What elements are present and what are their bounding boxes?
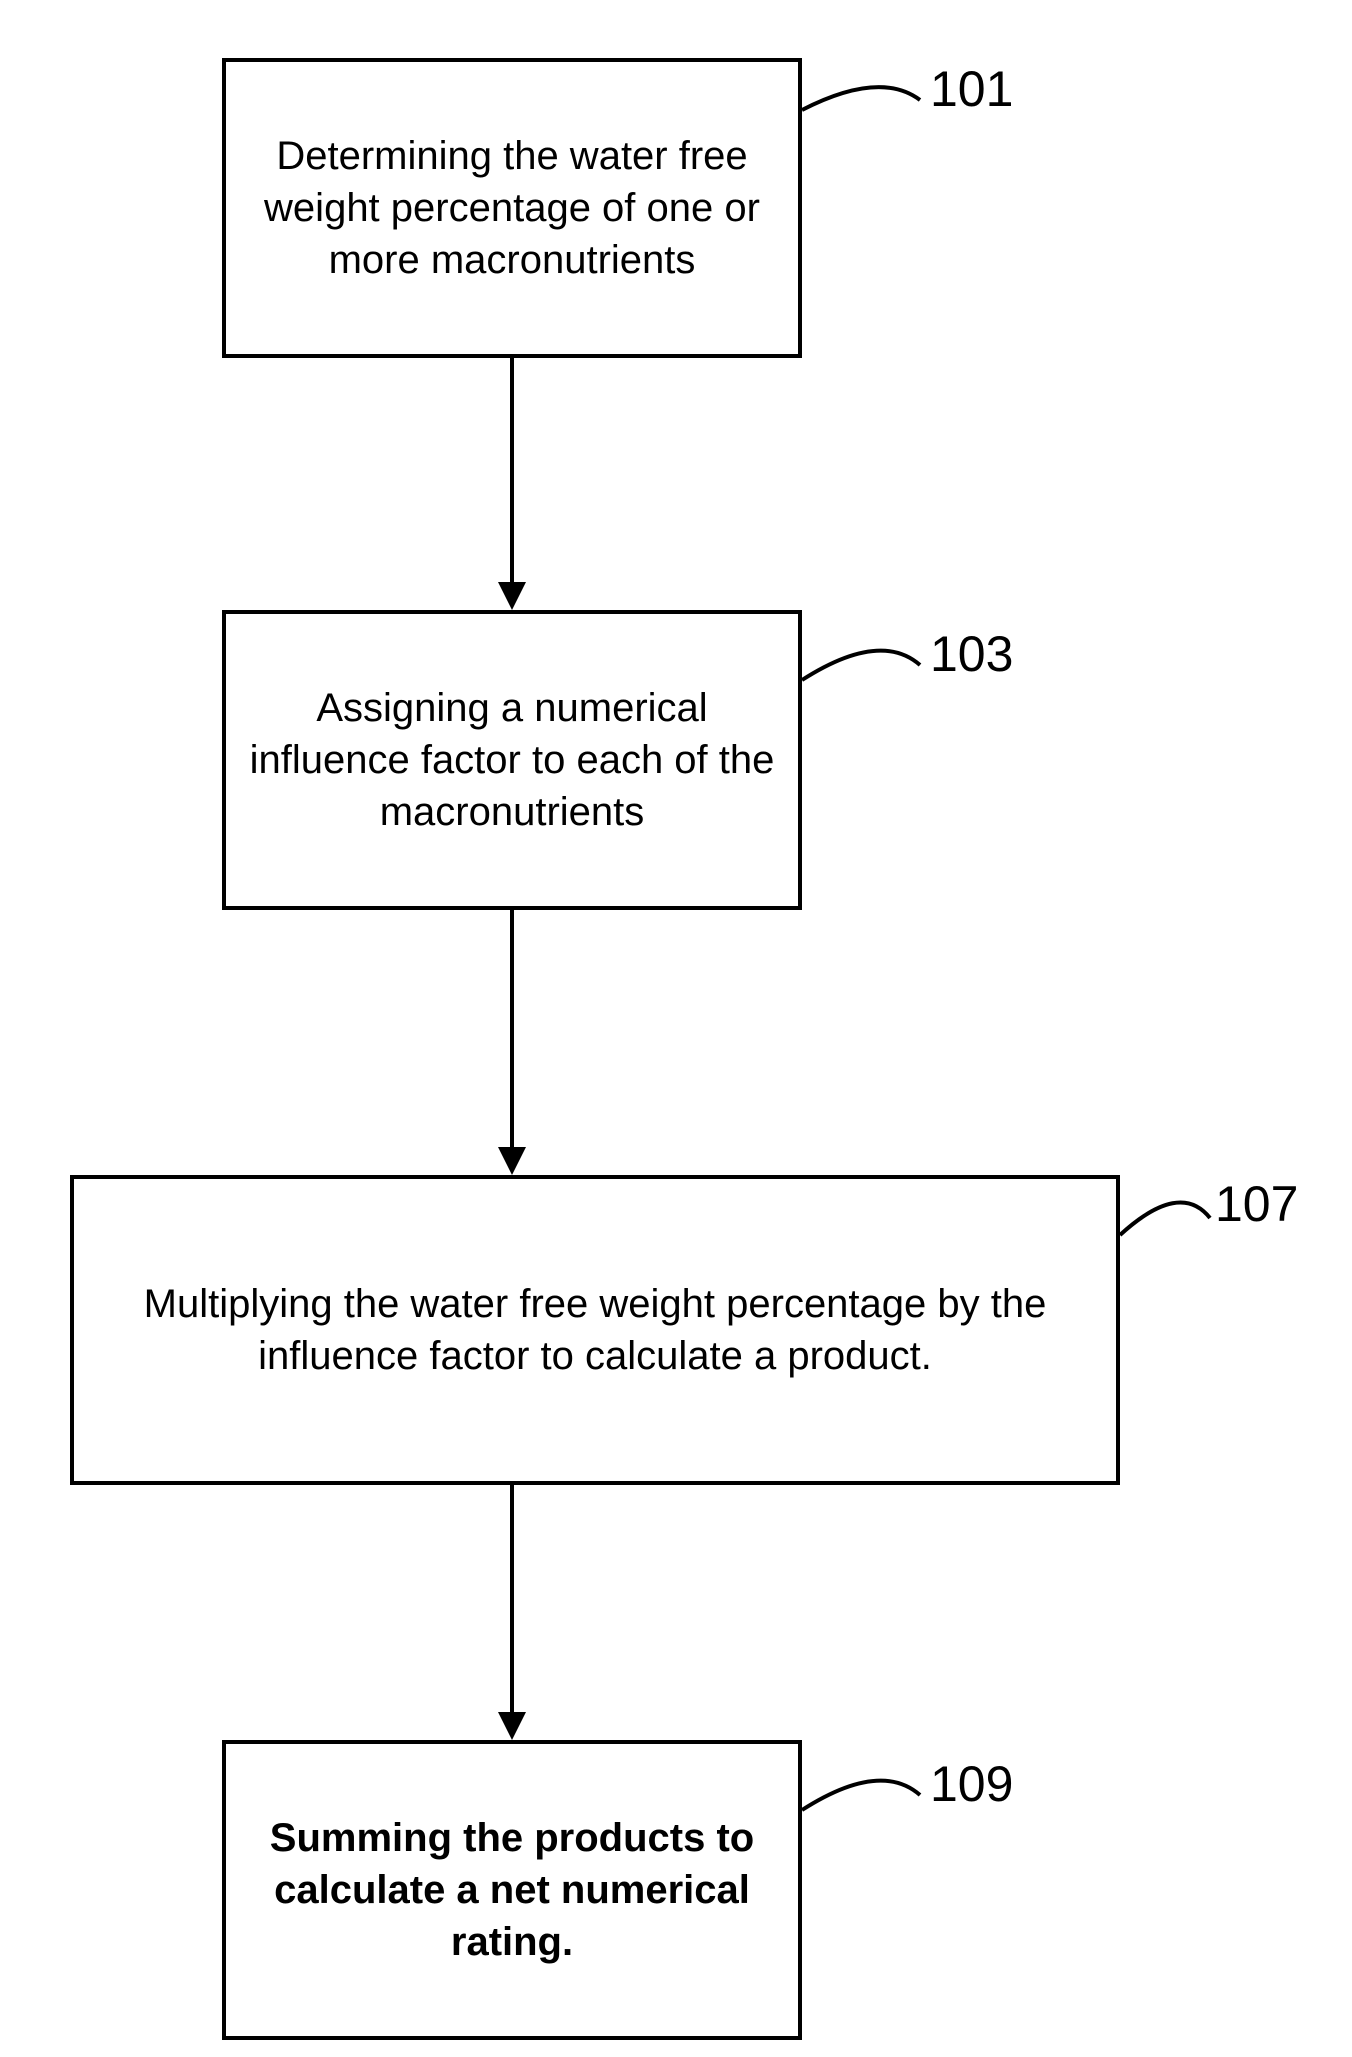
flowchart-container: Determining the water free weight percen… [0, 0, 1352, 2057]
node-4-leader [0, 0, 1352, 2057]
